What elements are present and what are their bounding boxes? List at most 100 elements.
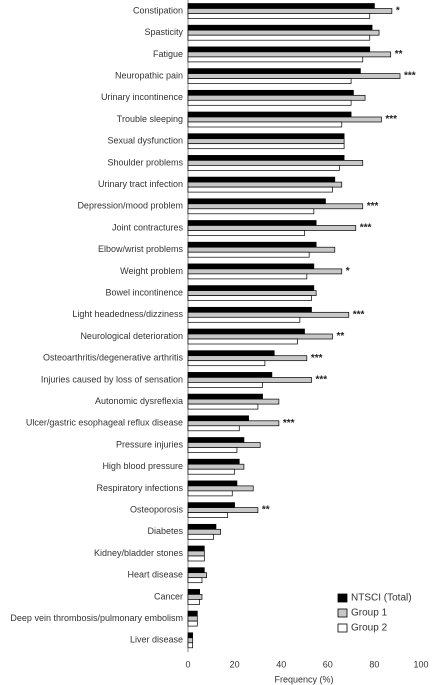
y-tick-label: Bowel incontinence: [105, 287, 183, 297]
bar: [187, 160, 364, 166]
bar: [187, 94, 366, 101]
bar: [187, 545, 205, 552]
y-tick-label: Elbow/wrist problems: [98, 244, 184, 254]
bar: [187, 355, 308, 362]
y-tick-label: Fatigue: [153, 49, 183, 59]
bar: [187, 458, 240, 465]
bar: [187, 485, 254, 492]
x-tick-label: 40: [276, 659, 286, 669]
annotation: ***: [353, 309, 365, 320]
bar: [187, 567, 205, 574]
bar: [187, 111, 352, 118]
bar: [187, 78, 352, 84]
y-tick-label: High blood pressure: [102, 461, 183, 471]
bar: [187, 138, 345, 145]
annotation: **: [262, 505, 270, 516]
annotation: *: [346, 266, 350, 277]
y-tick-label: Weight problem: [120, 266, 183, 276]
y-tick-label: Osteoporosis: [130, 504, 184, 514]
bar: [187, 263, 315, 270]
bar: [187, 133, 345, 140]
annotation: ***: [385, 114, 397, 125]
bar: [187, 73, 401, 79]
annotation: *: [396, 6, 400, 17]
y-tick-label: Urinary incontinence: [101, 92, 183, 102]
y-tick-label: Urinary tract infection: [98, 179, 183, 189]
bar: [187, 350, 275, 357]
bar: [187, 382, 263, 388]
bar: [187, 290, 317, 296]
bar: [187, 480, 238, 487]
bar: [187, 203, 364, 210]
bar: [187, 251, 310, 258]
annotation: ***: [283, 418, 295, 429]
bar: [187, 490, 233, 497]
bar: [187, 34, 371, 41]
x-tick-label: 80: [369, 659, 379, 669]
y-tick-label: Injuries caused by loss of sensation: [41, 374, 183, 384]
y-tick-label: Light headedness/dizziness: [72, 309, 183, 319]
bar: [187, 176, 336, 183]
x-tick-label: 100: [413, 659, 428, 669]
bar: [187, 620, 198, 627]
bar: [187, 398, 280, 405]
bar: [187, 3, 375, 9]
bar: [187, 425, 240, 432]
bar: [187, 99, 352, 106]
bar: [187, 316, 301, 323]
y-tick-label: Autonomic dysreflexia: [95, 396, 183, 406]
y-tick-label: Trouble sleeping: [117, 114, 183, 124]
bar: [187, 360, 266, 367]
bar: [187, 311, 350, 318]
bar: [187, 306, 312, 313]
bar: [187, 29, 380, 36]
y-tick-label: Constipation: [133, 5, 183, 15]
bar: [187, 632, 194, 639]
y-tick-label: Ulcer/gastric esophageal reflux disease: [26, 418, 183, 428]
bar: [187, 437, 245, 443]
bar: [187, 268, 343, 275]
y-tick-label: Liver disease: [130, 635, 183, 645]
legend-label: NTSCI (Total): [351, 593, 412, 604]
x-tick-label: 0: [185, 659, 190, 669]
bar: [187, 610, 198, 617]
bar: [187, 13, 371, 19]
y-tick-label: Respiratory infections: [96, 483, 183, 493]
y-tick-label: Depression/mood problem: [77, 201, 183, 211]
bar: [187, 572, 207, 579]
annotation: ***: [311, 353, 323, 364]
bar: [187, 225, 357, 231]
bar: [187, 333, 333, 340]
bar: [187, 230, 305, 236]
y-tick-label: Neurological deterioration: [80, 331, 183, 341]
bar: [187, 420, 280, 427]
y-tick-label: Spasticity: [144, 27, 183, 37]
bar: [187, 155, 345, 161]
y-tick-label: Sexual dysfunction: [107, 136, 183, 146]
bar: [187, 68, 361, 74]
bar: [187, 220, 317, 226]
legend-label: Group 2: [351, 623, 388, 634]
bar: [187, 24, 373, 31]
bar: [187, 46, 371, 53]
y-tick-label: Shoulder problems: [107, 157, 183, 167]
bar: [187, 116, 382, 123]
bar: [187, 51, 392, 58]
bar: [187, 642, 194, 649]
y-tick-label: Joint contractures: [112, 222, 184, 232]
bar: [187, 555, 205, 562]
bar: [187, 415, 249, 422]
bar: [187, 523, 217, 530]
bar: [187, 589, 200, 595]
x-axis-label: Frequency (%): [274, 674, 333, 684]
x-tick-label: 60: [323, 659, 333, 669]
legend-label: Group 1: [351, 608, 388, 619]
bar: [187, 89, 354, 96]
bar: [187, 615, 198, 622]
annotation: ***: [404, 71, 416, 82]
bar: [187, 550, 205, 557]
y-tick-label: Cancer: [154, 591, 183, 601]
bar: [187, 186, 333, 193]
bar: [187, 181, 343, 188]
